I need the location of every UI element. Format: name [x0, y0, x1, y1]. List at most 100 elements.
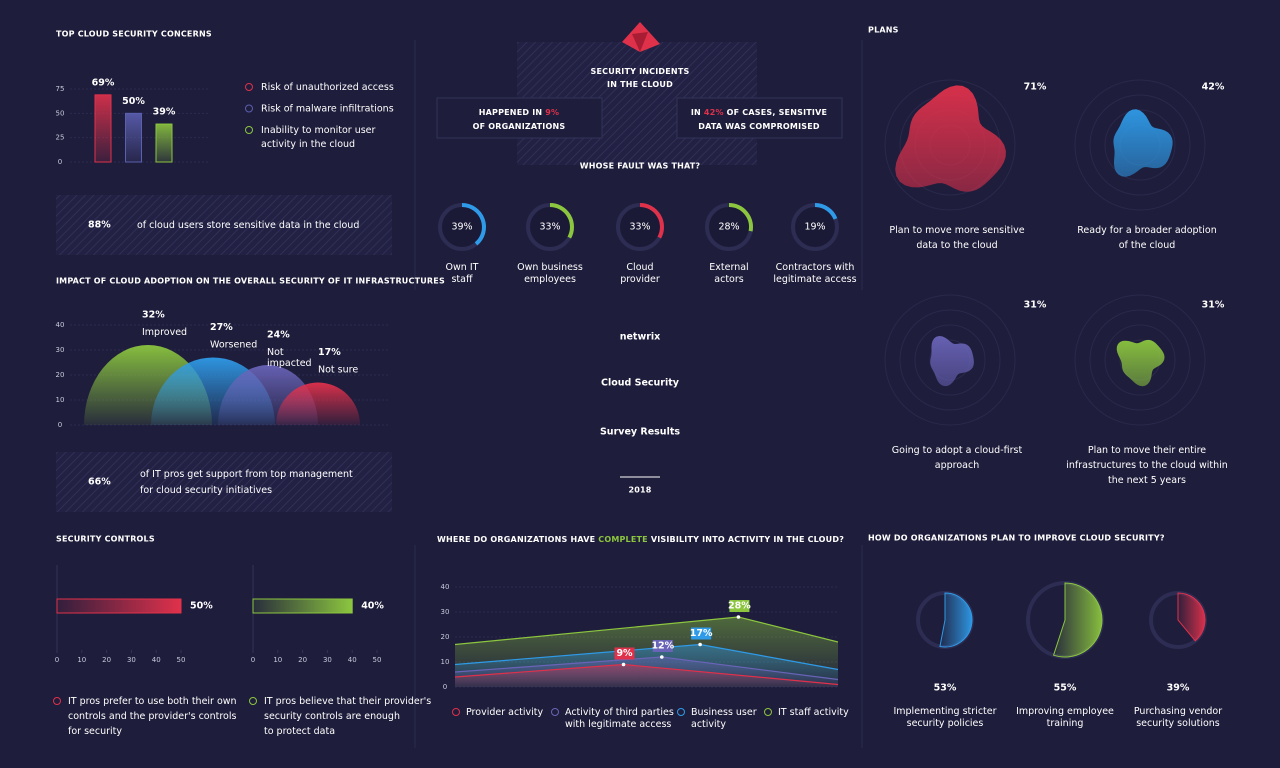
wedge: [939, 592, 973, 648]
section-title: SECURITY CONTROLS: [56, 535, 155, 544]
plan-text: Plan to move more sensitive data to the c…: [889, 225, 1024, 251]
stat-text: of IT pros get support from top manageme…: [140, 469, 353, 496]
category-label: Not impacted: [267, 347, 312, 369]
main-title: Cloud Security: [601, 378, 680, 389]
y-tick-label: 25: [56, 134, 65, 142]
category-label-line: impacted: [267, 358, 312, 369]
category-label-line: External: [709, 262, 748, 273]
point: [736, 615, 741, 619]
improve-text-line: security solutions: [1136, 718, 1220, 729]
logo-mark: [622, 22, 660, 52]
value-label: 40%: [361, 601, 384, 612]
blob: [1116, 339, 1165, 387]
radar-ring: [1089, 94, 1191, 196]
y-tick-label: 20: [441, 633, 450, 641]
x-tick-label: 40: [152, 656, 161, 664]
y-tick-label: 0: [58, 158, 62, 166]
fact-text-part: IN: [691, 108, 704, 117]
category-label: Cloud provider: [620, 262, 660, 285]
category-label-line: Worsened: [210, 339, 257, 350]
wedge: [1052, 582, 1103, 658]
section-title-part: COMPLETE: [598, 535, 648, 544]
legend-marker: [245, 104, 253, 113]
value-label: 53%: [934, 683, 957, 694]
label-box: [691, 627, 712, 640]
value-label: 9%: [616, 648, 633, 659]
y-tick-label: 30: [441, 608, 450, 616]
x-tick-label: 20: [102, 656, 111, 664]
improve-text-line: training: [1047, 718, 1084, 729]
category-label-line: staff: [451, 274, 472, 285]
section-title: IMPACT OF CLOUD ADOPTION ON THE OVERALL …: [56, 277, 445, 286]
bar: [94, 94, 112, 163]
category-label-line: Improved: [142, 327, 187, 338]
category-label-line: provider: [620, 274, 660, 285]
legend-marker: [249, 697, 257, 705]
x-tick-label: 50: [373, 656, 382, 664]
radar-ring: [899, 309, 1001, 411]
radar-ring: [1104, 109, 1176, 181]
legend-label: IT staff activity: [778, 707, 849, 718]
plan-text-line: Plan to move more sensitive: [889, 225, 1024, 236]
improve-text-line: Improving employee: [1016, 706, 1114, 717]
category-label-line: legitimate access: [773, 274, 856, 285]
value-label: 71%: [1024, 82, 1047, 93]
label-box: [729, 600, 750, 612]
plan-text-line: Ready for a broader adoption: [1077, 225, 1217, 236]
legend-label-line: Risk of malware infiltrations: [261, 103, 394, 114]
legend-marker: [452, 708, 460, 716]
category-label-line: employees: [524, 274, 576, 285]
section-title: TOP CLOUD SECURITY CONCERNS: [56, 30, 212, 39]
value-label: 32%: [142, 310, 165, 321]
main-subtitle: Survey Results: [600, 427, 680, 438]
value-label: 27%: [210, 322, 233, 333]
category-label-line: Not sure: [318, 364, 358, 375]
category-label-line: Own business: [517, 262, 583, 273]
point: [621, 662, 626, 667]
category-label: Worsened: [210, 339, 257, 350]
improve-text: Purchasing vendor security solutions: [1134, 706, 1222, 729]
legend-label-line: Business user: [691, 707, 757, 718]
blob: [895, 85, 1006, 192]
plan-text-line: Plan to move their entire: [1088, 445, 1206, 456]
point: [698, 642, 702, 647]
category-label-line: Own IT: [446, 262, 479, 273]
value-label: 33%: [539, 222, 560, 233]
plan-text-line: data to the cloud: [916, 240, 997, 251]
y-tick-label: 40: [441, 583, 450, 591]
legend-label: IT pros prefer to use both their own cont…: [68, 696, 237, 737]
y-tick-label: 10: [56, 396, 65, 404]
improve-text-line: Purchasing vendor: [1134, 706, 1222, 717]
value-label: 50%: [122, 96, 145, 107]
improve-text: Improving employee training: [1016, 706, 1114, 729]
x-tick-label: 50: [177, 656, 186, 664]
category-label: Contractors with legitimate access: [773, 262, 856, 285]
fact-text: HAPPENED IN 9%: [479, 108, 560, 117]
panel-title: SECURITY INCIDENTS IN THE CLOUD: [591, 67, 690, 89]
section-title-part: WHERE DO ORGANIZATIONS HAVE: [437, 535, 598, 544]
value-label: 39%: [451, 222, 472, 233]
value-label: 33%: [629, 222, 650, 233]
fact-box: [436, 97, 603, 139]
question: WHOSE FAULT WAS THAT?: [580, 162, 701, 171]
radar-ring: [914, 324, 986, 396]
legend-label-line: Provider activity: [466, 707, 544, 718]
plan-text-line: infrastructures to the cloud within: [1066, 460, 1228, 471]
plan-text-line: the next 5 years: [1108, 475, 1186, 486]
legend-marker: [245, 83, 253, 91]
x-tick-label: 10: [273, 656, 282, 664]
y-tick-label: 0: [443, 683, 447, 691]
legend-label-line: Inability to monitor user: [261, 125, 376, 136]
fact-text-part: 42%: [704, 108, 724, 117]
stat-text-line: of cloud users store sensitive data in t…: [137, 220, 359, 231]
value-label: 39%: [1167, 683, 1190, 694]
legend-label-line: security controls are enough: [264, 711, 400, 722]
blob: [930, 336, 974, 387]
legend-marker: [551, 708, 559, 716]
stat-panel: [56, 452, 392, 512]
legend-label-line: for security: [68, 726, 122, 737]
section-title: WHERE DO ORGANIZATIONS HAVE COMPLETE VIS…: [437, 535, 844, 544]
category-label-line: Contractors with: [776, 262, 855, 273]
